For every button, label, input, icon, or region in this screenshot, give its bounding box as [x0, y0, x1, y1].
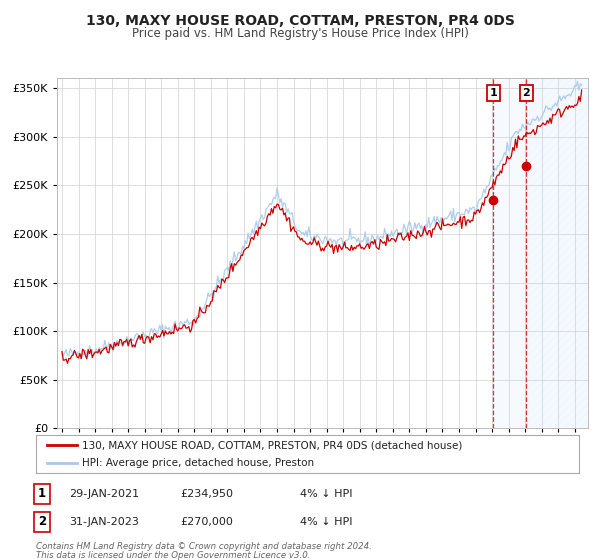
- Text: £234,950: £234,950: [180, 489, 233, 499]
- Text: 2: 2: [523, 88, 530, 98]
- Text: 4% ↓ HPI: 4% ↓ HPI: [300, 517, 353, 527]
- Text: 130, MAXY HOUSE ROAD, COTTAM, PRESTON, PR4 0DS (detached house): 130, MAXY HOUSE ROAD, COTTAM, PRESTON, P…: [82, 440, 463, 450]
- Text: 1: 1: [490, 88, 497, 98]
- Text: 31-JAN-2023: 31-JAN-2023: [69, 517, 139, 527]
- Text: 4% ↓ HPI: 4% ↓ HPI: [300, 489, 353, 499]
- Text: This data is licensed under the Open Government Licence v3.0.: This data is licensed under the Open Gov…: [36, 551, 311, 560]
- Bar: [526, 78, 588, 428]
- Text: 130, MAXY HOUSE ROAD, COTTAM, PRESTON, PR4 0DS: 130, MAXY HOUSE ROAD, COTTAM, PRESTON, P…: [86, 14, 514, 28]
- Text: 1: 1: [38, 487, 46, 501]
- Text: 2: 2: [38, 515, 46, 529]
- Text: Price paid vs. HM Land Registry's House Price Index (HPI): Price paid vs. HM Land Registry's House …: [131, 27, 469, 40]
- Text: 29-JAN-2021: 29-JAN-2021: [69, 489, 139, 499]
- Text: £270,000: £270,000: [180, 517, 233, 527]
- Text: HPI: Average price, detached house, Preston: HPI: Average price, detached house, Pres…: [82, 458, 314, 468]
- Text: Contains HM Land Registry data © Crown copyright and database right 2024.: Contains HM Land Registry data © Crown c…: [36, 542, 372, 551]
- Bar: [493, 78, 526, 428]
- Bar: [526, 78, 588, 428]
